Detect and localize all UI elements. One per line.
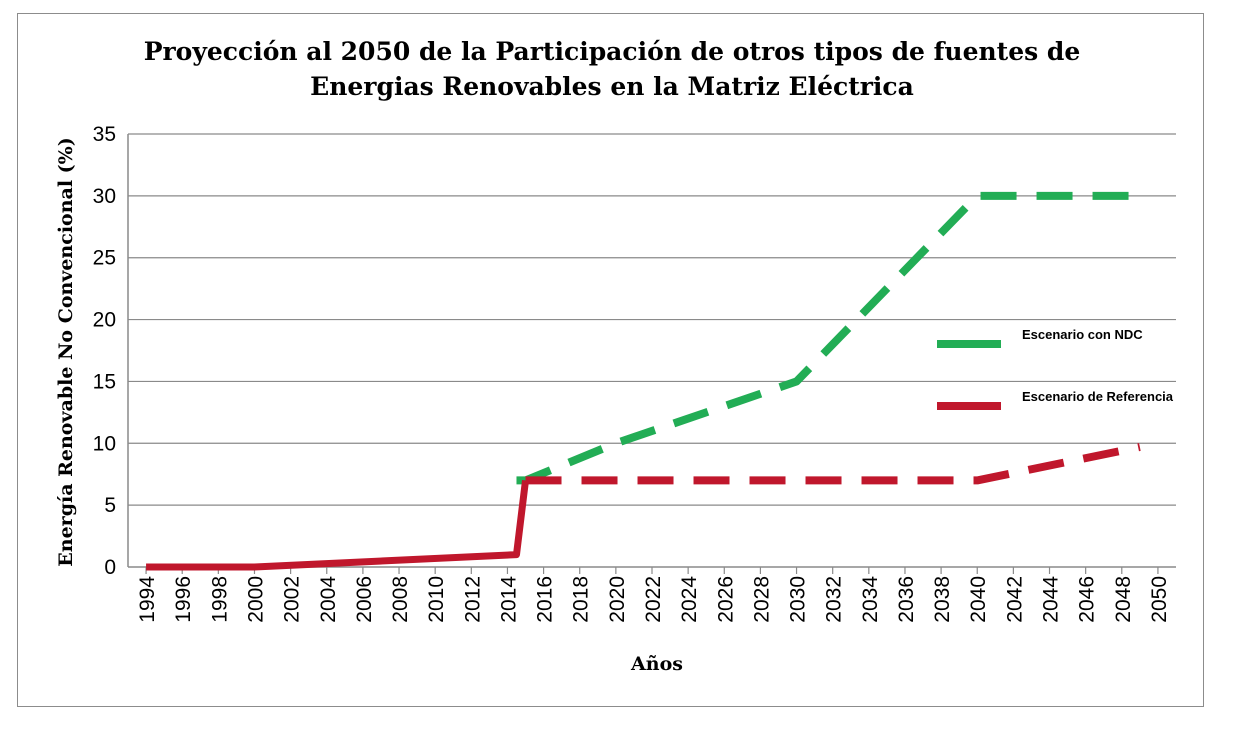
- x-tick-label: 2000: [244, 576, 267, 623]
- series-line: [146, 479, 529, 571]
- x-tick-label: 1996: [172, 576, 195, 623]
- x-tick-label: 2032: [823, 576, 846, 623]
- series-line: [525, 443, 1141, 485]
- chart-title: Proyección al 2050 de la Participación d…: [0, 34, 1224, 104]
- x-tick-label: 2020: [606, 576, 629, 623]
- x-tick-label: 2044: [1040, 576, 1063, 623]
- x-tick-label: 2030: [787, 576, 810, 623]
- y-axis-title: Energía Renovable No Convencional (%): [55, 137, 77, 566]
- y-tick-label: 5: [104, 494, 116, 517]
- series-lines: [146, 191, 1141, 571]
- axes: [127, 134, 1176, 574]
- x-tick-label: 2046: [1076, 576, 1099, 623]
- x-tick-label: 2016: [534, 576, 557, 623]
- x-tick-label: 2042: [1003, 576, 1026, 623]
- x-tick-label: 2002: [281, 576, 304, 623]
- x-tick-label: 2028: [750, 576, 773, 623]
- x-tick-label: 2018: [570, 576, 593, 623]
- y-tick-label: 0: [104, 556, 116, 579]
- y-tick-labels: 0 5 10 15 20 25 30 35: [93, 123, 116, 579]
- x-tick-label: 2006: [353, 576, 376, 623]
- series-line: [516, 191, 1140, 485]
- y-tick-label: 15: [93, 370, 116, 393]
- legend: Escenario con NDC Escenario de Referencia: [937, 327, 1174, 410]
- x-tick-label: 2026: [714, 576, 737, 623]
- x-axis-title: Años: [630, 653, 683, 675]
- x-tick-label: 2050: [1148, 576, 1171, 623]
- x-tick-label: 2038: [931, 576, 954, 623]
- x-tick-label: 2024: [678, 576, 701, 623]
- x-tick-label: 2004: [317, 576, 340, 623]
- chart-frame: [17, 13, 1204, 707]
- y-tick-label: 25: [93, 247, 116, 270]
- legend-label: Escenario de Referencia: [1022, 389, 1174, 404]
- x-tick-label: 2048: [1112, 576, 1135, 623]
- y-tick-label: 20: [93, 309, 116, 332]
- x-tick-label: 2010: [425, 576, 448, 623]
- x-tick-label: 1998: [208, 576, 231, 623]
- x-tick-label: 2036: [895, 576, 918, 623]
- chart-title-line1: Proyección al 2050 de la Participación d…: [143, 37, 1081, 66]
- x-tick-label: 2022: [642, 576, 665, 623]
- x-tick-label: 2012: [461, 576, 484, 623]
- gridlines: [128, 133, 1176, 506]
- chart-title-line2: Energias Renovables en la Matriz Eléctri…: [310, 72, 914, 101]
- x-tick-label: 2014: [497, 576, 520, 623]
- x-tick-label: 2008: [389, 576, 412, 623]
- y-tick-label: 10: [93, 432, 116, 455]
- x-tick-label: 1994: [136, 576, 159, 623]
- x-tick-labels: 1994 1996 1998 2000 2002 2004 2006 2008 2010 2012…: [136, 576, 1171, 623]
- x-tick-label: 2034: [859, 576, 882, 623]
- legend-label: Escenario con NDC: [1022, 327, 1143, 342]
- y-tick-label: 35: [93, 123, 116, 146]
- y-tick-label: 30: [93, 185, 116, 208]
- x-tick-label: 2040: [967, 576, 990, 623]
